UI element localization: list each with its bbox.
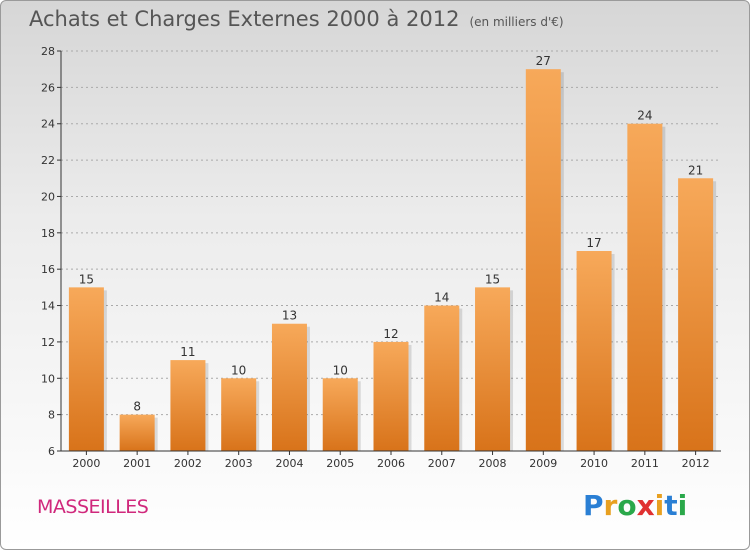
bar xyxy=(678,178,714,452)
bar xyxy=(271,323,307,451)
x-tick-label: 2008 xyxy=(479,457,507,470)
logo-letter: t xyxy=(664,489,678,522)
y-tick-label: 8 xyxy=(48,409,55,422)
y-tick-label: 24 xyxy=(41,118,55,131)
x-tick-label: 2011 xyxy=(631,457,659,470)
y-tick-label: 12 xyxy=(41,336,55,349)
bars-layer: 15 8 11 10 13 10 12 14 15 27 17 24 21 xyxy=(68,54,717,452)
y-tick-label: 10 xyxy=(41,372,55,385)
x-tick-label: 2012 xyxy=(682,457,710,470)
bar xyxy=(119,414,155,451)
commune-name: MASSEILLES xyxy=(37,496,149,518)
data-label: 15 xyxy=(79,272,94,286)
logo-letter: o xyxy=(617,489,637,522)
data-label: 14 xyxy=(434,291,449,305)
bar xyxy=(68,287,104,451)
chart-title: Achats et Charges Externes 2000 à 2012 (e… xyxy=(29,7,564,31)
logo-letter: P xyxy=(583,489,604,522)
y-tick-label: 28 xyxy=(41,45,55,58)
y-tick-label: 22 xyxy=(41,154,55,167)
data-label: 17 xyxy=(586,236,601,250)
bar xyxy=(373,341,409,451)
logo-letter: i xyxy=(654,489,665,522)
data-label: 12 xyxy=(383,327,398,341)
bar xyxy=(322,378,358,451)
bar xyxy=(221,378,257,451)
x-tick-label: 2004 xyxy=(275,457,303,470)
bar xyxy=(627,123,663,452)
x-tick-label: 2003 xyxy=(225,457,253,470)
x-tick-label: 2005 xyxy=(326,457,354,470)
chart-unit: (en milliers d'€) xyxy=(469,15,564,29)
y-tick-label: 20 xyxy=(41,190,55,203)
data-label: 10 xyxy=(333,363,348,377)
axis-layer: 6 8 10 12 14 16 18 20 22 24 26 28 2000 2001 2002 2003 20… xyxy=(41,45,721,470)
y-tick-label: 14 xyxy=(41,300,55,313)
logo-letter: r xyxy=(603,489,618,522)
chart-title-text: Achats et Charges Externes 2000 à 2012 xyxy=(29,7,460,31)
data-label: 11 xyxy=(180,345,195,359)
data-label: 8 xyxy=(133,400,141,414)
x-tick-label: 2001 xyxy=(123,457,151,470)
y-tick-label: 26 xyxy=(41,81,55,94)
x-tick-label: 2006 xyxy=(377,457,405,470)
proxiti-logo: Proxiti xyxy=(583,489,687,522)
bar xyxy=(170,360,206,451)
y-tick-label: 18 xyxy=(41,227,55,240)
bar xyxy=(475,287,511,451)
data-label: 24 xyxy=(637,109,652,123)
data-label: 21 xyxy=(688,163,703,177)
logo-letter: i xyxy=(677,489,688,522)
bar xyxy=(424,305,460,451)
bar xyxy=(525,69,561,451)
x-tick-label: 2007 xyxy=(428,457,456,470)
x-tick-label: 2000 xyxy=(72,457,100,470)
data-label: 10 xyxy=(231,363,246,377)
data-label: 15 xyxy=(485,272,500,286)
bar xyxy=(576,251,612,451)
x-tick-label: 2010 xyxy=(580,457,608,470)
data-label: 27 xyxy=(536,54,551,68)
y-tick-label: 16 xyxy=(41,263,55,276)
y-tick-label: 6 xyxy=(48,445,55,458)
x-tick-label: 2002 xyxy=(174,457,202,470)
x-tick-label: 2009 xyxy=(529,457,557,470)
logo-letter: x xyxy=(636,489,655,522)
data-label: 13 xyxy=(282,309,297,323)
